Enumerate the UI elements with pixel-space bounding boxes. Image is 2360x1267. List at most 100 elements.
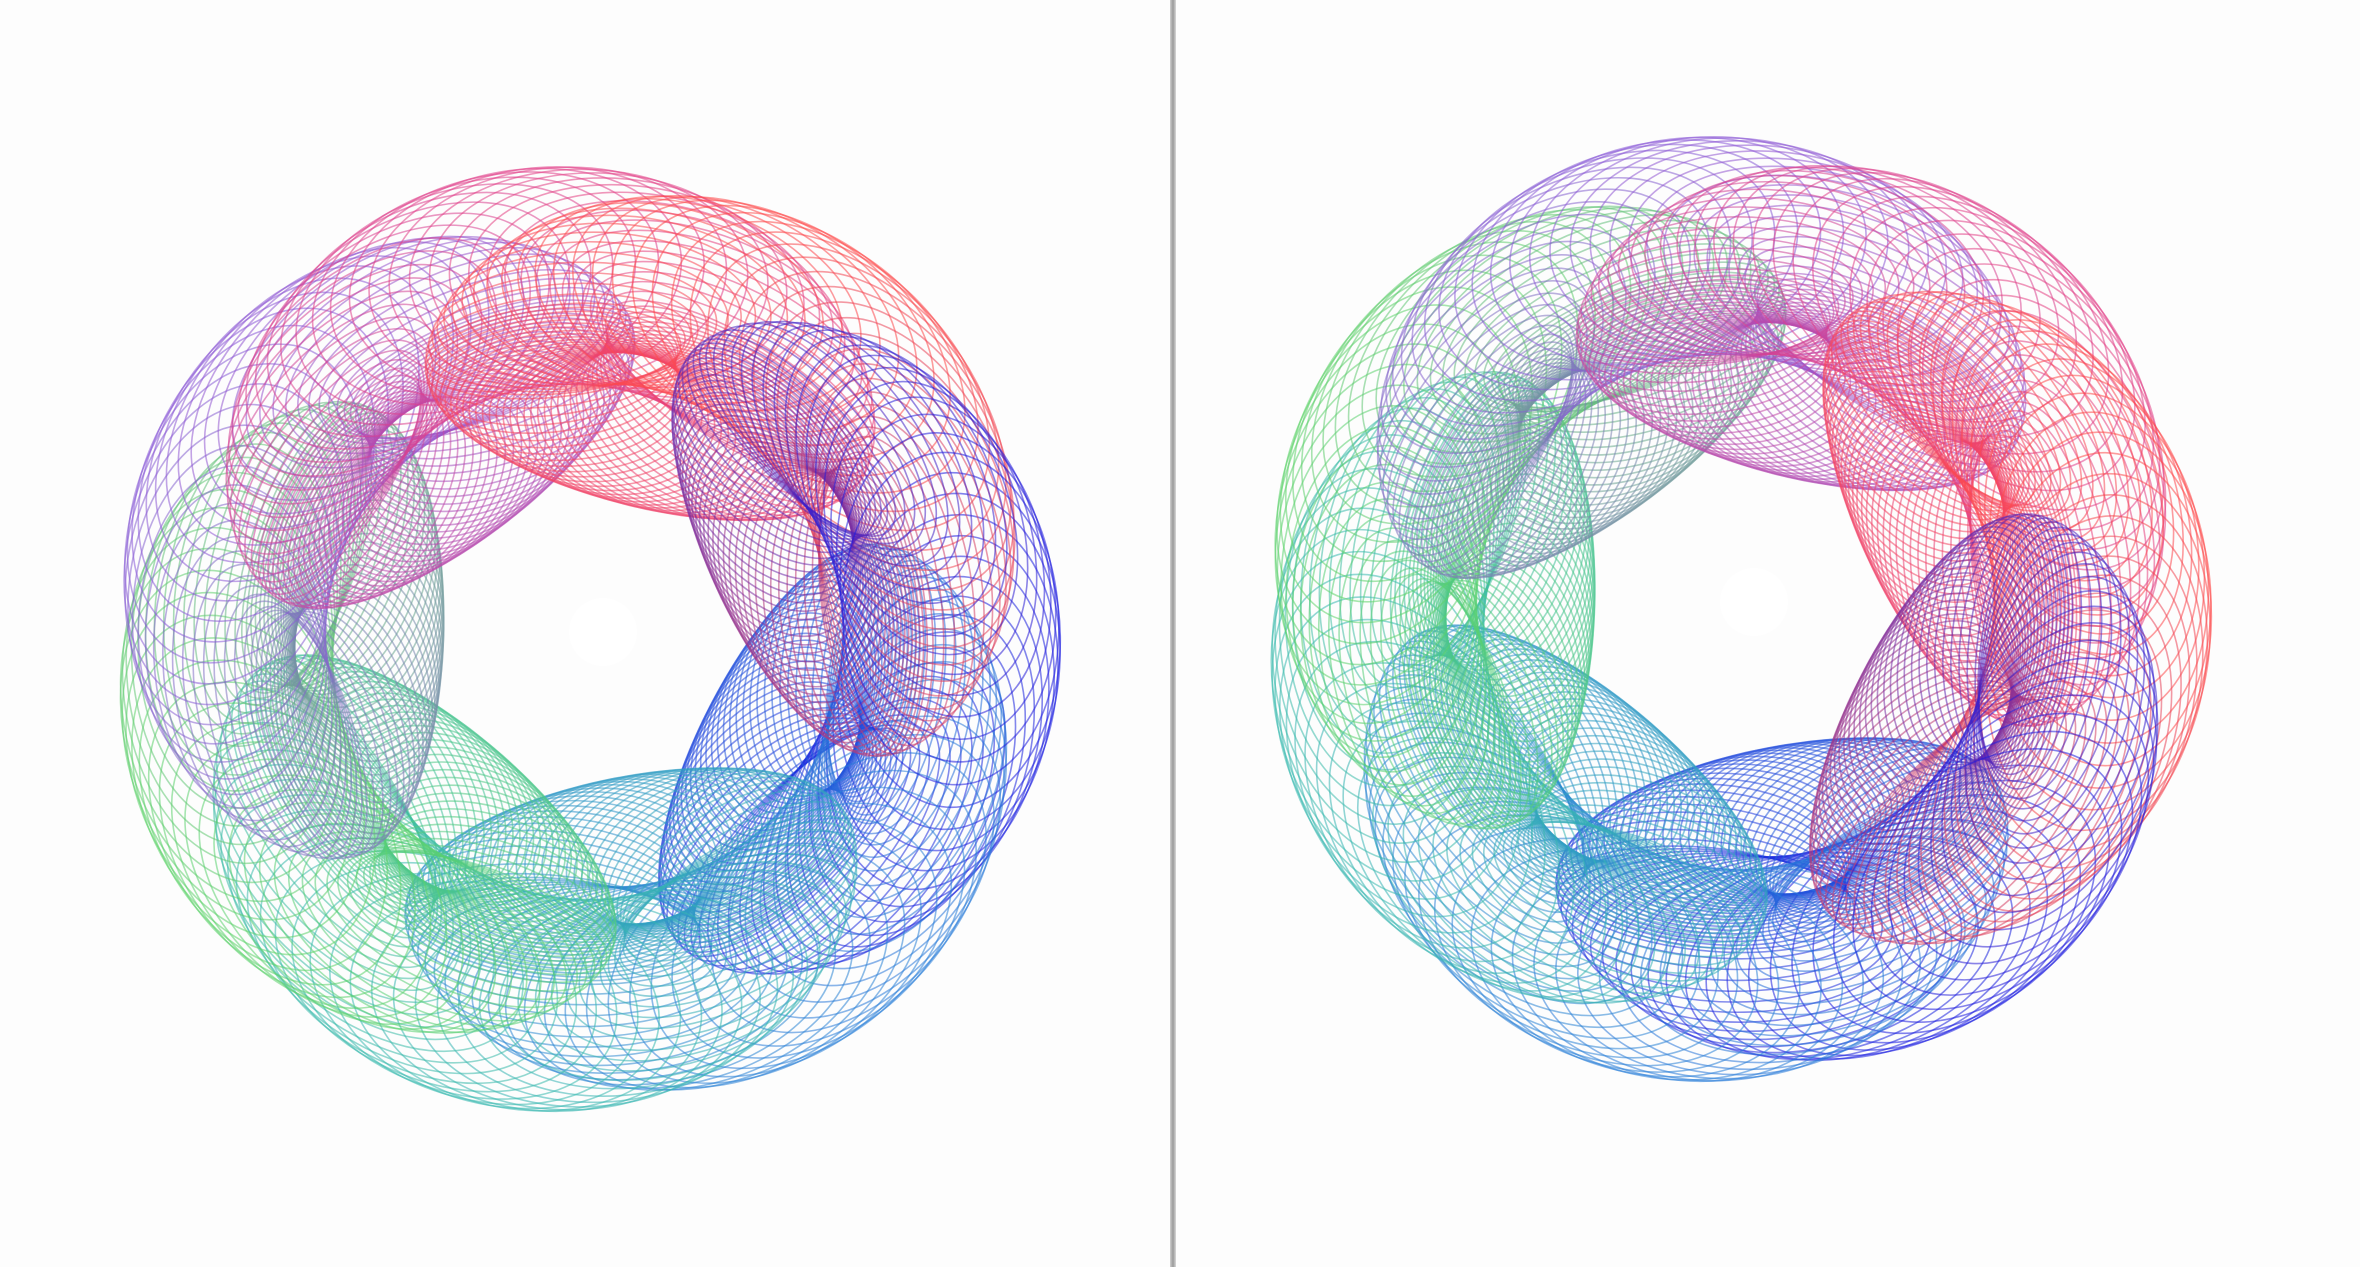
tube-ring [1823, 335, 2013, 527]
tube-ring [534, 197, 843, 404]
tube-ring [1977, 533, 2113, 810]
tube-ring [1380, 567, 1512, 830]
tube-ring [1535, 766, 1760, 912]
tube-ring [1907, 293, 2118, 554]
tube-ring [243, 801, 513, 1034]
tube-ring [375, 761, 589, 923]
tube-ring [1896, 290, 2106, 542]
tube-ring [1471, 366, 1654, 563]
tube-ring [192, 563, 342, 848]
tube-ring [605, 305, 867, 492]
tube-ring [1867, 293, 2072, 517]
tube-ring [250, 358, 423, 590]
tube-ring [1464, 234, 1761, 413]
tube-ring [427, 816, 698, 960]
tube-ring [273, 608, 411, 840]
tube-ring [308, 260, 606, 445]
tube-ring [244, 349, 425, 583]
tube-ring [1348, 539, 1496, 821]
tube-ring [1411, 341, 1574, 568]
tube-ring [681, 414, 856, 621]
tube-ring [461, 231, 757, 386]
right-panel [1176, 0, 2360, 1267]
panel-divider [1170, 0, 1176, 1267]
tube-ring [717, 458, 880, 696]
tube-ring [227, 263, 483, 505]
tube-ring [302, 399, 474, 605]
tube-ring [1387, 765, 1656, 1004]
tube-ring [816, 599, 992, 887]
tube-ring [1883, 553, 2029, 777]
tube-ring [1603, 304, 1837, 435]
tube-ring [698, 719, 931, 971]
tube-ring [233, 600, 363, 860]
tube-ring [806, 377, 1001, 697]
tube-ring [1617, 196, 1915, 356]
tube-ring [1584, 236, 1864, 359]
tube-ring [816, 415, 976, 732]
tube-ring [1889, 546, 2032, 773]
tube-ring [1359, 550, 1501, 825]
tube-ring [1317, 498, 1483, 798]
tube-ring [1382, 292, 1588, 531]
tube-ring [721, 322, 927, 551]
right-knot [1270, 135, 2213, 1083]
tube-ring [1834, 314, 2030, 509]
tube-ring [1534, 781, 1766, 921]
tube-ring [417, 883, 737, 1028]
left-knot-render [119, 166, 1062, 1113]
tube-ring [314, 842, 578, 1016]
left-knot [119, 166, 1062, 1113]
tube-ring [712, 325, 916, 545]
tube-ring [1597, 216, 1887, 356]
tube-ring [1876, 559, 2027, 782]
tube-ring [436, 261, 718, 388]
tube-ring [425, 292, 692, 396]
tube-ring [1576, 278, 1831, 384]
tube-ring [424, 306, 682, 409]
tube-ring [1471, 814, 1735, 982]
tube-ring [255, 611, 384, 856]
tube-ring [472, 222, 772, 387]
tube-ring [1930, 639, 2159, 931]
tube-ring [228, 788, 497, 1033]
tube-ring [623, 794, 846, 957]
tube-ring [1380, 227, 1641, 468]
tube-ring [1607, 206, 1900, 355]
tube-ring [443, 250, 729, 387]
tube-ring [811, 457, 929, 757]
tube-ring [233, 327, 434, 566]
tube-ring [1825, 364, 2005, 562]
tube-ring [202, 575, 347, 853]
tube-ring [622, 808, 853, 968]
tube-ring [1859, 297, 2062, 512]
tube-ring [1378, 280, 1596, 520]
tube-ring [1964, 575, 2146, 864]
tube-ring [226, 303, 449, 544]
tube-ring [742, 573, 883, 801]
tube-ring [1389, 573, 1517, 830]
tube-ring [267, 380, 428, 604]
tube-ring [250, 609, 376, 859]
tube-ring [1432, 796, 1700, 1000]
tube-ring [424, 302, 686, 400]
tube-ring [427, 282, 699, 393]
tube-ring [1481, 362, 1670, 555]
tube-ring [495, 348, 723, 496]
tube-ring [1659, 174, 1966, 365]
tube-ring [817, 426, 966, 740]
tube-ring [1762, 794, 2009, 962]
tube-ring [1746, 810, 2008, 983]
tube-ring [1528, 734, 1743, 895]
tube-ring [730, 321, 938, 558]
tube-ring [747, 470, 898, 733]
tube-ring [1327, 513, 1486, 807]
tube-ring [287, 830, 556, 1027]
tube-ring [318, 397, 498, 595]
tube-ring [619, 814, 856, 978]
tube-ring [346, 850, 603, 992]
tube-ring [676, 403, 854, 604]
tube-ring [578, 852, 852, 1030]
tube-ring [223, 593, 358, 859]
